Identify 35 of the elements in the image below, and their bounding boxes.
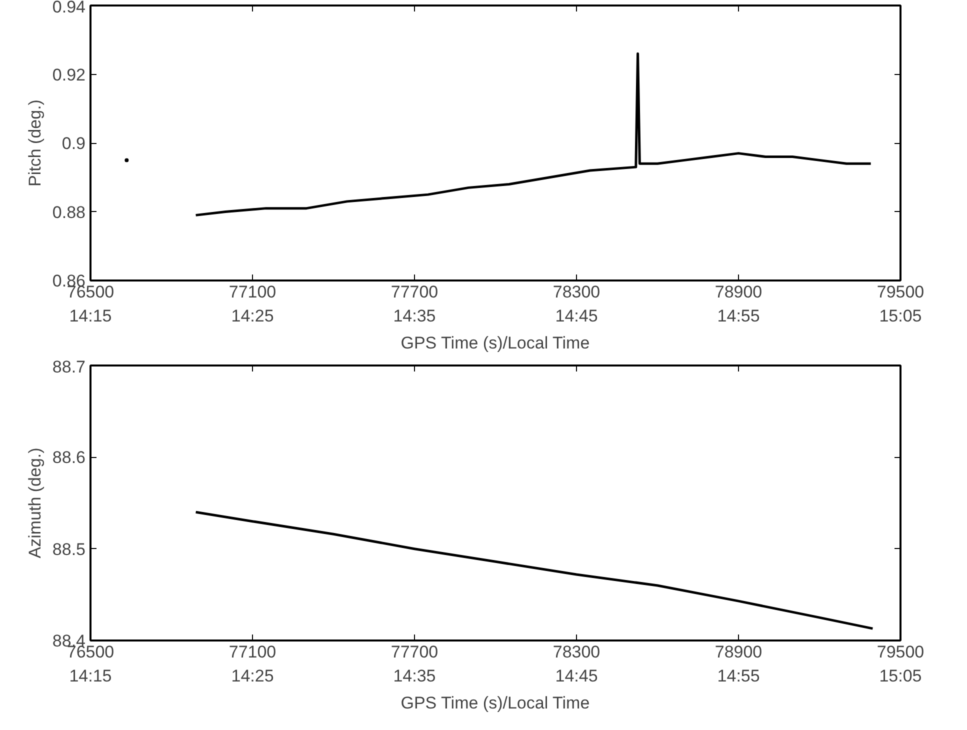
x-tick-label: 78300 [552, 282, 600, 302]
x-tick-label: 78300 [552, 642, 600, 662]
x-axis-title: GPS Time (s)/Local Time [400, 334, 590, 352]
y-tick-label: 88.5 [52, 540, 86, 559]
y-tick-label: 88.6 [52, 448, 86, 468]
y-tick-label: 0.88 [52, 202, 86, 222]
x-axis-title: GPS Time (s)/Local Time [400, 694, 590, 712]
x-tick-label: 79500 [876, 282, 924, 302]
x2-tick-label: 14:55 [717, 306, 760, 326]
y-tick-label: 88.7 [52, 358, 86, 376]
y-axis-title: Pitch (deg.) [25, 100, 44, 186]
x-tick-label: 78900 [714, 282, 762, 302]
y-tick-label: 0.9 [62, 134, 86, 153]
x2-tick-label: 14:35 [393, 306, 436, 326]
x-tick-label: 79500 [876, 642, 924, 662]
x2-tick-label: 14:25 [231, 306, 274, 326]
x-tick-label: 78900 [714, 642, 762, 662]
x-tick-label: 77700 [390, 282, 438, 302]
y-axis-title: Azimuth (deg.) [25, 448, 44, 558]
x2-tick-label: 14:45 [555, 306, 598, 326]
x-tick-label: 77100 [228, 642, 276, 662]
x2-tick-label: 14:15 [69, 666, 112, 686]
x-tick-label: 77100 [228, 282, 276, 302]
y-tick-label: 0.92 [52, 65, 86, 84]
y-tick-label: 0.94 [52, 0, 86, 16]
x-tick-label: 77700 [390, 642, 438, 662]
x2-tick-label: 14:25 [231, 666, 274, 686]
x2-tick-label: 15:05 [879, 306, 922, 326]
x2-tick-label: 15:05 [879, 666, 922, 686]
x2-tick-label: 14:45 [555, 666, 598, 686]
line-series [194, 510, 874, 630]
x2-tick-label: 14:35 [393, 666, 436, 686]
line-series [194, 52, 872, 216]
x2-tick-label: 14:55 [717, 666, 760, 686]
x2-tick-label: 14:15 [69, 306, 112, 326]
